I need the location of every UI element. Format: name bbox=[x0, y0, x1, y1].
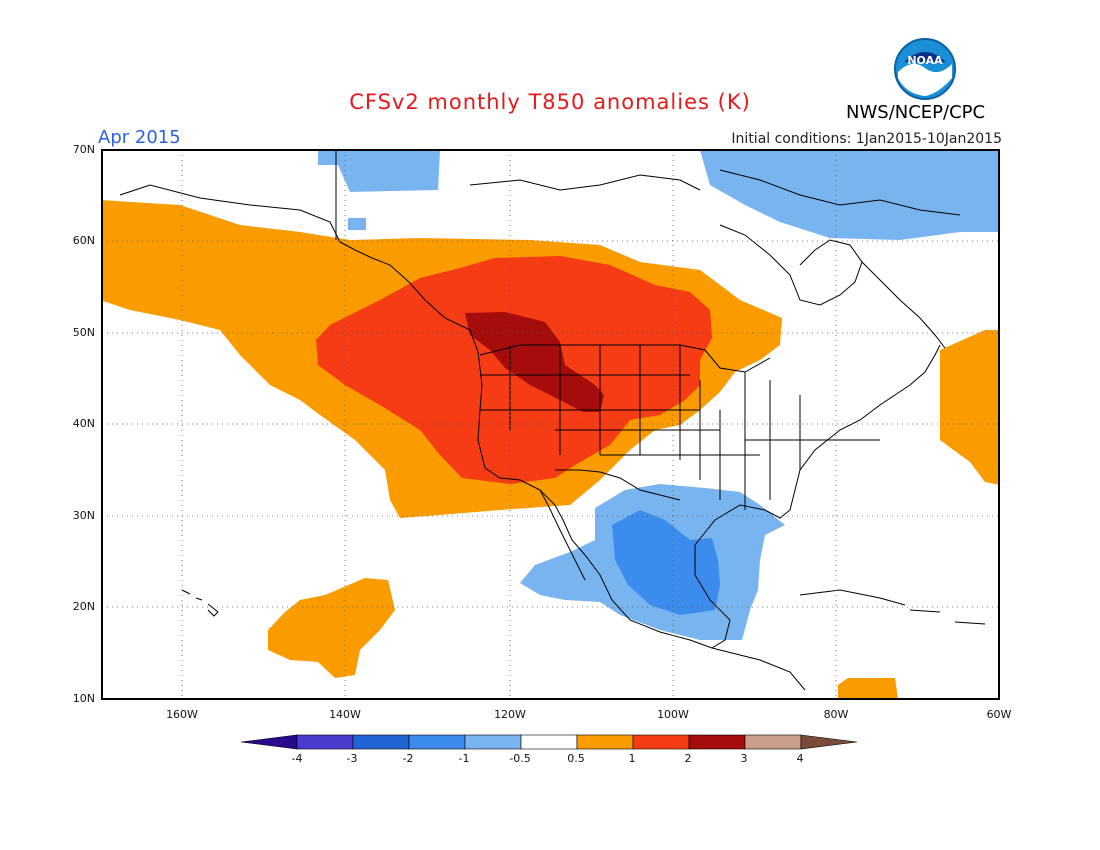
coastline-hudson bbox=[719, 224, 863, 306]
anomaly-region-cool-small bbox=[348, 218, 366, 230]
anomaly-region-cool-arctic-ne bbox=[700, 150, 999, 240]
lon-label-140w: 140W bbox=[329, 708, 361, 721]
state-borders bbox=[480, 345, 880, 510]
coastline-hawaii bbox=[181, 589, 219, 617]
noaa-logo-icon: NOAA bbox=[894, 38, 956, 100]
coastline-mexico-west bbox=[562, 519, 713, 649]
colorbar-label-3: 3 bbox=[740, 752, 748, 765]
lat-label-60n: 60N bbox=[72, 234, 95, 247]
colorbar-label-2: 2 bbox=[684, 752, 692, 765]
lon-label-100w: 100W bbox=[657, 708, 689, 721]
coastline-baja bbox=[539, 489, 586, 581]
lat-label-30n: 30N bbox=[72, 509, 95, 522]
colorbar-arrow-low bbox=[240, 734, 298, 750]
colorbar-segment bbox=[576, 734, 634, 750]
lat-label-50n: 50N bbox=[72, 326, 95, 339]
colorbar-label-4: 4 bbox=[796, 752, 804, 765]
colorbar-segment bbox=[296, 734, 354, 750]
svg-text:NOAA: NOAA bbox=[907, 54, 943, 67]
border-us-mexico bbox=[555, 469, 681, 501]
coastline-arctic-islands bbox=[469, 169, 961, 216]
colorbar-arrow-high bbox=[800, 734, 858, 750]
colorbar-label-minus3: -3 bbox=[346, 752, 358, 765]
colorbar-segment bbox=[632, 734, 690, 750]
lat-label-20n: 20N bbox=[72, 600, 95, 613]
lat-label-10n: 10N bbox=[72, 692, 95, 705]
lon-label-120w: 120W bbox=[494, 708, 526, 721]
agency-label: NWS/NCEP/CPC bbox=[846, 102, 986, 123]
colorbar-label-1: 1 bbox=[628, 752, 636, 765]
anomaly-region-cool-arctic bbox=[318, 150, 440, 192]
colorbar-segment bbox=[744, 734, 802, 750]
colorbar-segment bbox=[688, 734, 746, 750]
colorbar-segment bbox=[408, 734, 466, 750]
lat-label-40n: 40N bbox=[72, 417, 95, 430]
colorbar-label-05: 0.5 bbox=[567, 752, 585, 765]
plot-frame bbox=[101, 149, 1000, 700]
lon-label-160w: 160W bbox=[166, 708, 198, 721]
coastline-central-america bbox=[711, 647, 806, 691]
anomaly-region-warm-atlantic bbox=[940, 330, 999, 485]
lon-label-80w: 80W bbox=[823, 708, 849, 721]
coastline-labrador bbox=[861, 261, 946, 349]
coastline-alaska bbox=[119, 184, 564, 521]
colorbar-label-minus1: -1 bbox=[458, 752, 470, 765]
colorbar-segment bbox=[352, 734, 410, 750]
coastline-east bbox=[794, 344, 941, 491]
coastline-gulf bbox=[694, 489, 796, 649]
coastline-caribbean bbox=[799, 589, 986, 625]
colorbar bbox=[240, 734, 858, 750]
initial-conditions: Initial conditions: 1Jan2015-10Jan2015 bbox=[731, 131, 1002, 147]
chart-title: CFSv2 monthly T850 anomalies (K) bbox=[349, 90, 751, 114]
colorbar-label-minus4: -4 bbox=[291, 752, 303, 765]
colorbar-label-minus2: -2 bbox=[402, 752, 414, 765]
colorbar-segment bbox=[520, 734, 578, 750]
anomaly-region-strong-warm bbox=[465, 312, 604, 412]
anomaly-region-cool-core bbox=[612, 510, 720, 615]
colorbar-segment bbox=[464, 734, 522, 750]
anomaly-region-warm-pacific bbox=[268, 578, 395, 678]
lat-label-70n: 70N bbox=[72, 143, 95, 156]
lon-label-60w: 60W bbox=[986, 708, 1012, 721]
anomaly-region-warm-caribbean bbox=[838, 678, 898, 699]
colorbar-label-minus05: -0.5 bbox=[509, 752, 531, 765]
border-us-canada bbox=[479, 344, 771, 373]
forecast-month: Apr 2015 bbox=[98, 127, 181, 148]
